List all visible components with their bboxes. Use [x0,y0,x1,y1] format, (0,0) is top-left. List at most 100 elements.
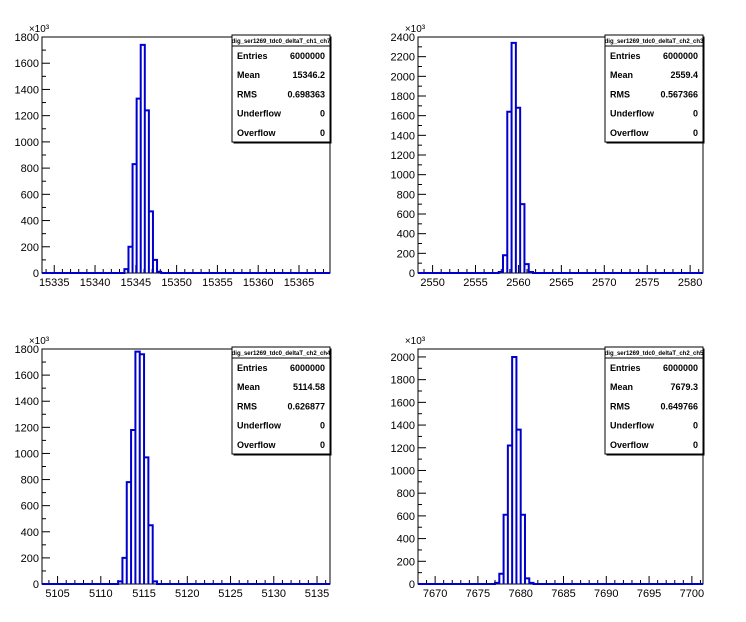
stats-label: Entries [610,363,641,373]
stats-label: Mean [237,382,260,392]
y-tick-label: 1000 [391,170,415,182]
stats-box [231,346,331,455]
stats-value: 0.567366 [660,89,698,99]
x-tick-label: 2570 [592,277,616,289]
stats-value: 6000000 [663,51,698,61]
y-tick-label: 1600 [15,58,39,70]
stats-label: Underflow [610,421,655,431]
x-tick-label: 7680 [508,588,532,600]
y-exponent-label: ×10³ [405,24,426,35]
y-exponent-label: ×10³ [29,24,50,35]
y-tick-label: 800 [21,475,39,487]
y-tick-label: 1600 [391,111,415,123]
x-tick-label: 5115 [132,588,156,600]
stats-label: RMS [237,401,257,411]
histogram-line [42,43,330,274]
stats-value: 0 [320,440,325,450]
x-tick-label: 5120 [175,588,199,600]
y-tick-label: 400 [21,527,39,539]
stats-label: Overflow [237,128,277,138]
x-tick-label: 5135 [305,588,329,600]
histogram-line [418,41,703,274]
x-tick-label: 5130 [262,588,286,600]
x-tick-label: 2555 [463,277,487,289]
stats-label: Entries [237,363,268,373]
y-tick-label: 400 [397,534,415,546]
stats-value: 6000000 [663,363,698,373]
y-tick-label: 1800 [15,32,39,44]
y-tick-label: 2200 [391,52,415,64]
stats-value: 5114.58 [293,382,325,392]
stats-label: Mean [237,70,260,80]
y-tick-label: 1400 [15,396,39,408]
y-tick-label: 200 [21,242,39,254]
stats-label: Overflow [237,440,277,450]
x-tick-label: 7670 [423,588,447,600]
stats-value: 0 [320,128,325,138]
stats-value: 0 [693,128,698,138]
y-tick-label: 2400 [391,32,415,44]
x-tick-label: 2575 [635,277,659,289]
y-tick-label: 1800 [391,375,415,387]
stats-value: 0 [320,421,325,431]
stats-value: 15346.2 [292,70,325,80]
y-tick-label: 1800 [391,91,415,103]
x-tick-label: 7700 [680,588,704,600]
x-tick-label: 15350 [161,277,192,289]
x-tick-label: 5105 [45,588,69,600]
x-tick-label: 15340 [80,277,111,289]
histogram-pad-4: 7670 7675 7680 7685 7690 7695 7700 0 200 400 600 80… [391,336,705,600]
stats-label: Entries [237,51,268,61]
y-tick-label: 0 [33,579,39,591]
stats-box [604,34,704,143]
x-tick-label: 5125 [218,588,242,600]
stats-value: 0 [693,421,698,431]
y-tick-label: 400 [397,229,415,241]
y-tick-label: 1400 [391,130,415,142]
stats-label: Entries [610,51,641,61]
histogram-line [418,355,703,585]
stats-label: Overflow [610,128,650,138]
y-exponent-label: ×10³ [29,336,50,347]
y-tick-label: 0 [409,579,415,591]
stats-title: dig_ser1269_tdc0_deltaT_ch2_ch3 [605,39,704,45]
y-tick-label: 1400 [391,420,415,432]
stats-label: Underflow [237,109,282,119]
histogram-line [42,350,330,585]
stats-label: Mean [610,70,633,80]
y-tick-label: 800 [397,488,415,500]
y-tick-label: 600 [21,501,39,513]
x-tick-label: 2550 [420,277,444,289]
y-tick-label: 2000 [391,352,415,364]
stats-title: dig_ser1269_tdc0_deltaT_ch2_ch5 [605,351,704,357]
x-tick-label: 15345 [121,277,152,289]
stats-value: 6000000 [290,51,325,61]
stats-label: Underflow [610,109,655,119]
histogram-pad-3: 5105 5110 5115 5120 5125 5130 5135 0 200 400 600 80… [15,336,332,600]
x-tick-label: 2560 [506,277,530,289]
y-tick-label: 400 [21,216,39,228]
y-tick-label: 1000 [391,465,415,477]
stats-value: 0 [320,109,325,119]
x-tick-label: 7695 [637,588,661,600]
stats-value: 0 [693,109,698,119]
y-tick-label: 0 [409,268,415,280]
y-tick-label: 600 [397,209,415,221]
stats-value: 0 [693,440,698,450]
y-tick-label: 0 [33,268,39,280]
histogram-pad-2: 2550 2555 2560 2565 2570 2575 2580 0 200 400 600 80… [391,24,705,289]
stats-value: 0.698363 [287,89,325,99]
y-tick-label: 200 [397,248,415,260]
x-tick-label: 7675 [466,588,490,600]
stats-title: dig_ser1269_tdc0_deltaT_ch2_ch4 [232,351,331,357]
y-tick-label: 200 [21,553,39,565]
x-tick-label: 7685 [551,588,575,600]
y-tick-label: 1400 [15,84,39,96]
stats-value: 0.649766 [660,401,698,411]
stats-title: dig_ser1269_tdc0_deltaT_ch1_ch7 [232,39,331,45]
stats-label: Overflow [610,440,650,450]
x-tick-label: 15365 [284,277,315,289]
x-tick-label: 2580 [678,277,702,289]
stats-value: 0.626877 [287,401,325,411]
